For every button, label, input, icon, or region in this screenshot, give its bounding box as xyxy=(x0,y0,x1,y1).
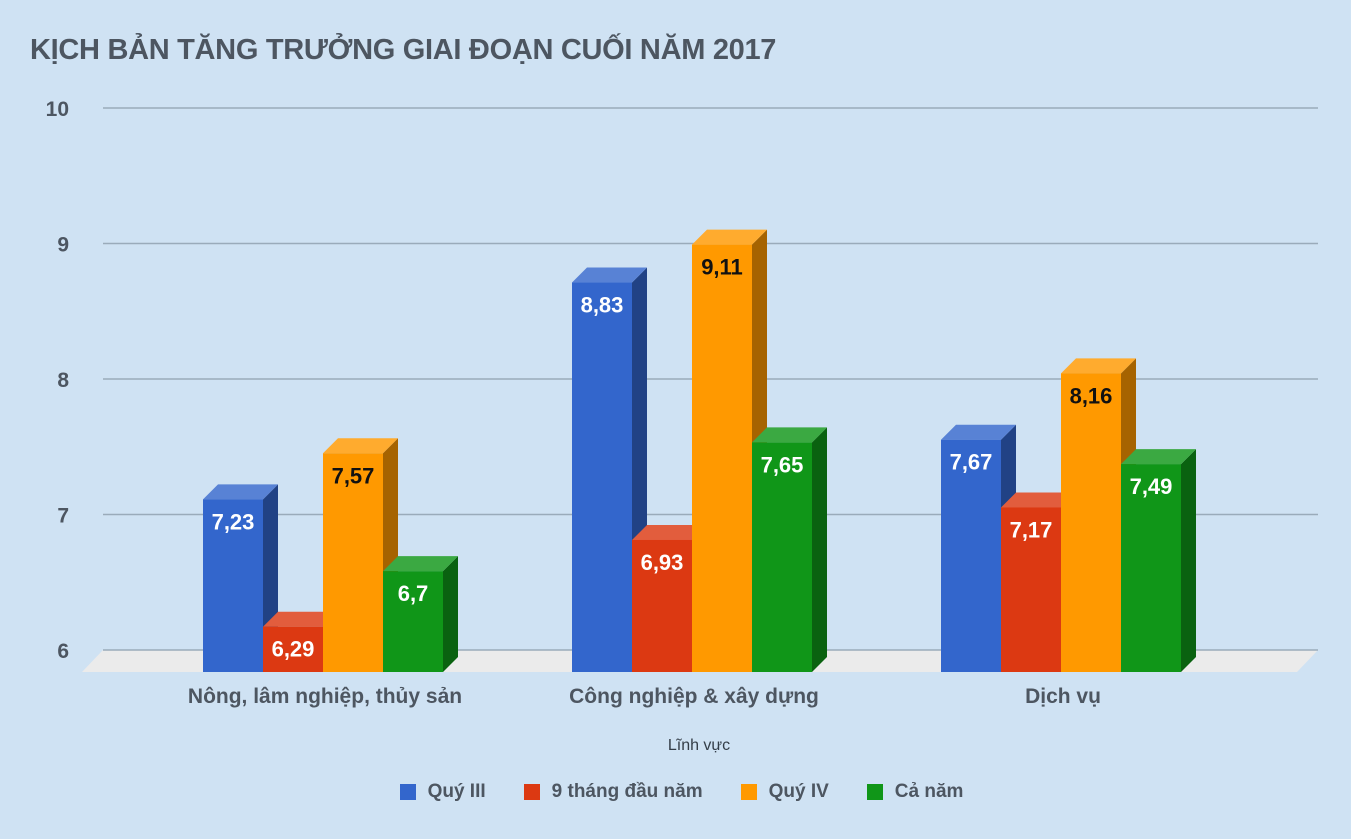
bar-4-1: 6,7 xyxy=(383,556,458,672)
legend-swatch-icon xyxy=(523,784,540,800)
bar-value-label: 6,29 xyxy=(272,637,315,662)
bars: 7,23 6,29 7,57 6,7 8,83 6,93 9,11 7,65 7,67 7,17 8… xyxy=(203,229,1196,672)
y-axis: 6 7 8 9 10 xyxy=(46,98,70,663)
legend-item-3[interactable]: Quý IV xyxy=(740,781,829,803)
bar-value-label: 7,65 xyxy=(761,452,804,477)
y-tick-label: 6 xyxy=(57,640,69,663)
y-tick-label: 8 xyxy=(57,369,69,392)
bar-value-label: 7,17 xyxy=(1010,517,1053,542)
legend-label: Quý IV xyxy=(768,781,829,802)
legend-item-1[interactable]: Quý III xyxy=(399,781,486,803)
legend-label: 9 tháng đầu năm xyxy=(551,781,703,802)
chart-title: KỊCH BẢN TĂNG TRƯỞNG GIAI ĐOẠN CUỐI NĂM … xyxy=(30,34,777,66)
bar-value-label: 7,23 xyxy=(212,509,255,534)
legend-label: Cả năm xyxy=(894,781,964,802)
legend: Quý III 9 tháng đầu năm Quý IV Cả năm xyxy=(0,781,1351,803)
legend-swatch-icon xyxy=(866,784,883,800)
legend-label: Quý III xyxy=(427,781,486,802)
x-axis-title: Lĩnh vực xyxy=(668,737,730,754)
y-tick-label: 9 xyxy=(57,234,69,257)
legend-swatch-icon xyxy=(740,784,757,800)
bar-value-label: 9,11 xyxy=(701,255,743,280)
x-category-label: Công nghiệp & xây dựng xyxy=(569,685,819,708)
x-category-label: Nông, lâm nghiệp, thủy sản xyxy=(188,685,462,708)
bar-value-label: 6,93 xyxy=(641,550,684,575)
legend-item-2[interactable]: 9 tháng đầu năm xyxy=(523,781,703,803)
bar-value-label: 7,57 xyxy=(332,463,375,488)
x-category-label: Dịch vụ xyxy=(1025,685,1101,708)
x-axis: Nông, lâm nghiệp, thủy sản Công nghiệp & … xyxy=(188,685,1101,708)
bar-value-label: 6,7 xyxy=(398,581,429,606)
bar-1-2: 8,83 xyxy=(572,267,647,672)
legend-swatch-icon xyxy=(399,784,416,800)
y-tick-label: 10 xyxy=(46,98,69,121)
bar-value-label: 8,83 xyxy=(581,293,624,318)
bar-1-3: 7,67 xyxy=(941,424,1016,672)
bar-value-label: 7,49 xyxy=(1130,474,1173,499)
bar-4-2: 7,65 xyxy=(752,427,827,672)
bar-value-label: 7,67 xyxy=(950,450,993,475)
y-tick-label: 7 xyxy=(57,505,69,528)
bar-4-3: 7,49 xyxy=(1121,449,1196,672)
bar-value-label: 8,16 xyxy=(1070,383,1113,408)
legend-item-4[interactable]: Cả năm xyxy=(866,781,964,803)
